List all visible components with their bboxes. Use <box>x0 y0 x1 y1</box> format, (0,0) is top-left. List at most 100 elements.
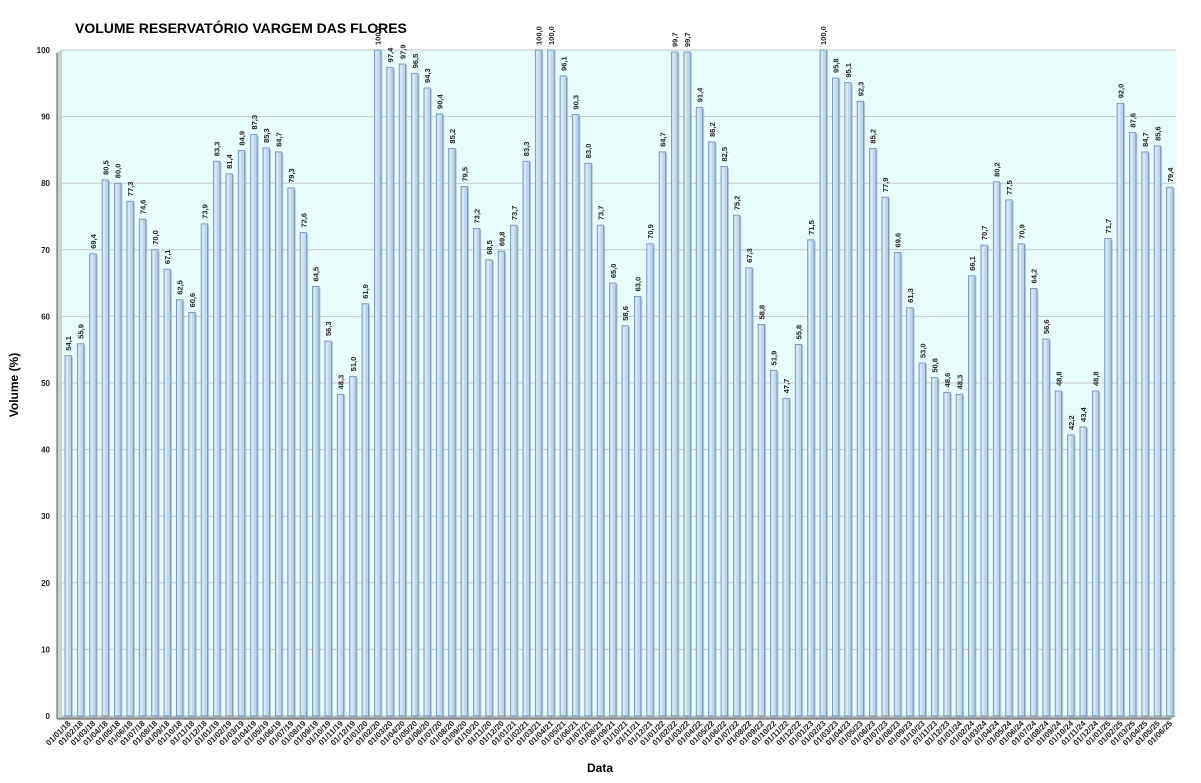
bar-highlight <box>944 393 948 715</box>
bar-highlight <box>189 313 193 715</box>
bar-highlight <box>796 345 799 715</box>
data-label: 86,2 <box>708 122 717 137</box>
data-label: 73,7 <box>596 206 605 221</box>
data-label: 67,1 <box>163 250 172 265</box>
bar-highlight <box>1142 152 1146 715</box>
bar-highlight <box>1093 391 1096 715</box>
bar-highlight <box>647 244 650 715</box>
data-label: 100,0 <box>819 26 828 45</box>
data-label: 83,3 <box>213 142 222 157</box>
data-label: 70,9 <box>646 224 655 239</box>
bar-highlight <box>932 378 935 715</box>
data-label: 66,1 <box>968 256 977 271</box>
gridline-wall <box>56 49 63 54</box>
data-label: 58,8 <box>757 305 766 320</box>
y-tick-label: 20 <box>41 579 50 588</box>
y-tick-label: 100 <box>37 46 51 55</box>
gridline-wall <box>56 515 63 520</box>
bar-highlight <box>214 162 217 716</box>
bar-highlight <box>412 74 415 715</box>
data-label: 74,6 <box>138 200 147 215</box>
data-label: 96,5 <box>411 54 420 69</box>
gridline-wall <box>56 648 63 653</box>
bar-highlight <box>672 52 675 716</box>
data-label: 56,3 <box>324 321 333 336</box>
bar-highlight <box>1043 340 1047 715</box>
data-label: 100,0 <box>374 26 383 45</box>
bar-highlight <box>585 164 589 716</box>
data-label: 64,2 <box>1030 269 1039 284</box>
data-label: 70,9 <box>1017 224 1026 239</box>
data-label: 97,4 <box>386 47 395 62</box>
bar-highlight <box>957 395 960 715</box>
bar-highlight <box>684 52 688 716</box>
bar-highlight <box>759 325 762 715</box>
bar-highlight <box>202 224 205 716</box>
bar-highlight <box>424 88 428 716</box>
bar-highlight <box>523 162 527 716</box>
data-label: 50,8 <box>931 358 940 373</box>
bar-highlight <box>375 51 378 715</box>
data-label: 95,8 <box>832 58 841 73</box>
bar-highlight <box>387 68 391 716</box>
bar-highlight <box>152 250 155 716</box>
data-label: 48,6 <box>943 373 952 388</box>
bar-highlight <box>127 202 131 715</box>
bar-highlight <box>1019 244 1022 715</box>
bar-highlight <box>882 198 886 715</box>
bar-highlight <box>1006 200 1009 716</box>
gridline-wall <box>56 116 63 121</box>
bar-highlight <box>808 240 811 715</box>
bar-highlight <box>622 326 626 715</box>
data-label: 87,3 <box>250 115 259 130</box>
bar-highlight <box>783 399 787 715</box>
data-label: 51,0 <box>349 357 358 372</box>
data-label: 87,6 <box>1129 113 1138 128</box>
data-label: 85,2 <box>448 129 457 144</box>
y-tick-label: 90 <box>41 113 50 122</box>
bar-highlight <box>1167 188 1170 716</box>
bar-highlight <box>486 260 490 715</box>
data-label: 85,6 <box>1153 126 1162 141</box>
bar-highlight <box>400 64 403 715</box>
y-tick-label: 80 <box>41 179 50 188</box>
data-label: 92,3 <box>856 82 865 97</box>
bar-highlight <box>164 270 168 715</box>
bar-highlight <box>821 51 824 715</box>
data-label: 82,5 <box>720 147 729 162</box>
bar-highlight <box>115 184 118 715</box>
bar-highlight <box>90 254 93 715</box>
data-label: 95,1 <box>844 63 853 78</box>
bar-highlight <box>969 276 972 715</box>
data-label: 62,5 <box>176 280 185 295</box>
bar-highlight <box>697 108 700 715</box>
bar-highlight <box>363 304 366 715</box>
gridline-wall <box>56 249 63 254</box>
data-label: 65,0 <box>609 263 618 278</box>
data-label: 94,3 <box>423 68 432 83</box>
data-label: 53,0 <box>918 343 927 358</box>
bar-highlight <box>709 142 712 715</box>
bar-highlight <box>264 148 267 716</box>
bar-highlight <box>1105 239 1108 715</box>
data-label: 79,5 <box>460 167 469 182</box>
gridline-wall <box>56 315 63 320</box>
data-label: 85,3 <box>262 128 271 143</box>
y-tick-label: 0 <box>46 712 51 721</box>
data-label: 79,3 <box>287 168 296 183</box>
data-label: 64,5 <box>312 267 321 282</box>
y-tick-label: 70 <box>41 246 50 255</box>
data-label: 80,2 <box>993 162 1002 177</box>
bar-highlight <box>610 284 613 715</box>
data-label: 99,7 <box>683 32 692 47</box>
bar-highlight <box>462 187 465 715</box>
data-label: 83,3 <box>522 142 531 157</box>
bar-highlight <box>78 344 81 715</box>
data-label: 84,7 <box>275 132 284 147</box>
bar-highlight <box>449 149 452 715</box>
data-label: 61,9 <box>361 284 370 299</box>
data-label: 73,9 <box>200 204 209 219</box>
bar-highlight <box>734 216 737 715</box>
y-tick-label: 40 <box>41 446 50 455</box>
bar-highlight <box>895 253 898 716</box>
